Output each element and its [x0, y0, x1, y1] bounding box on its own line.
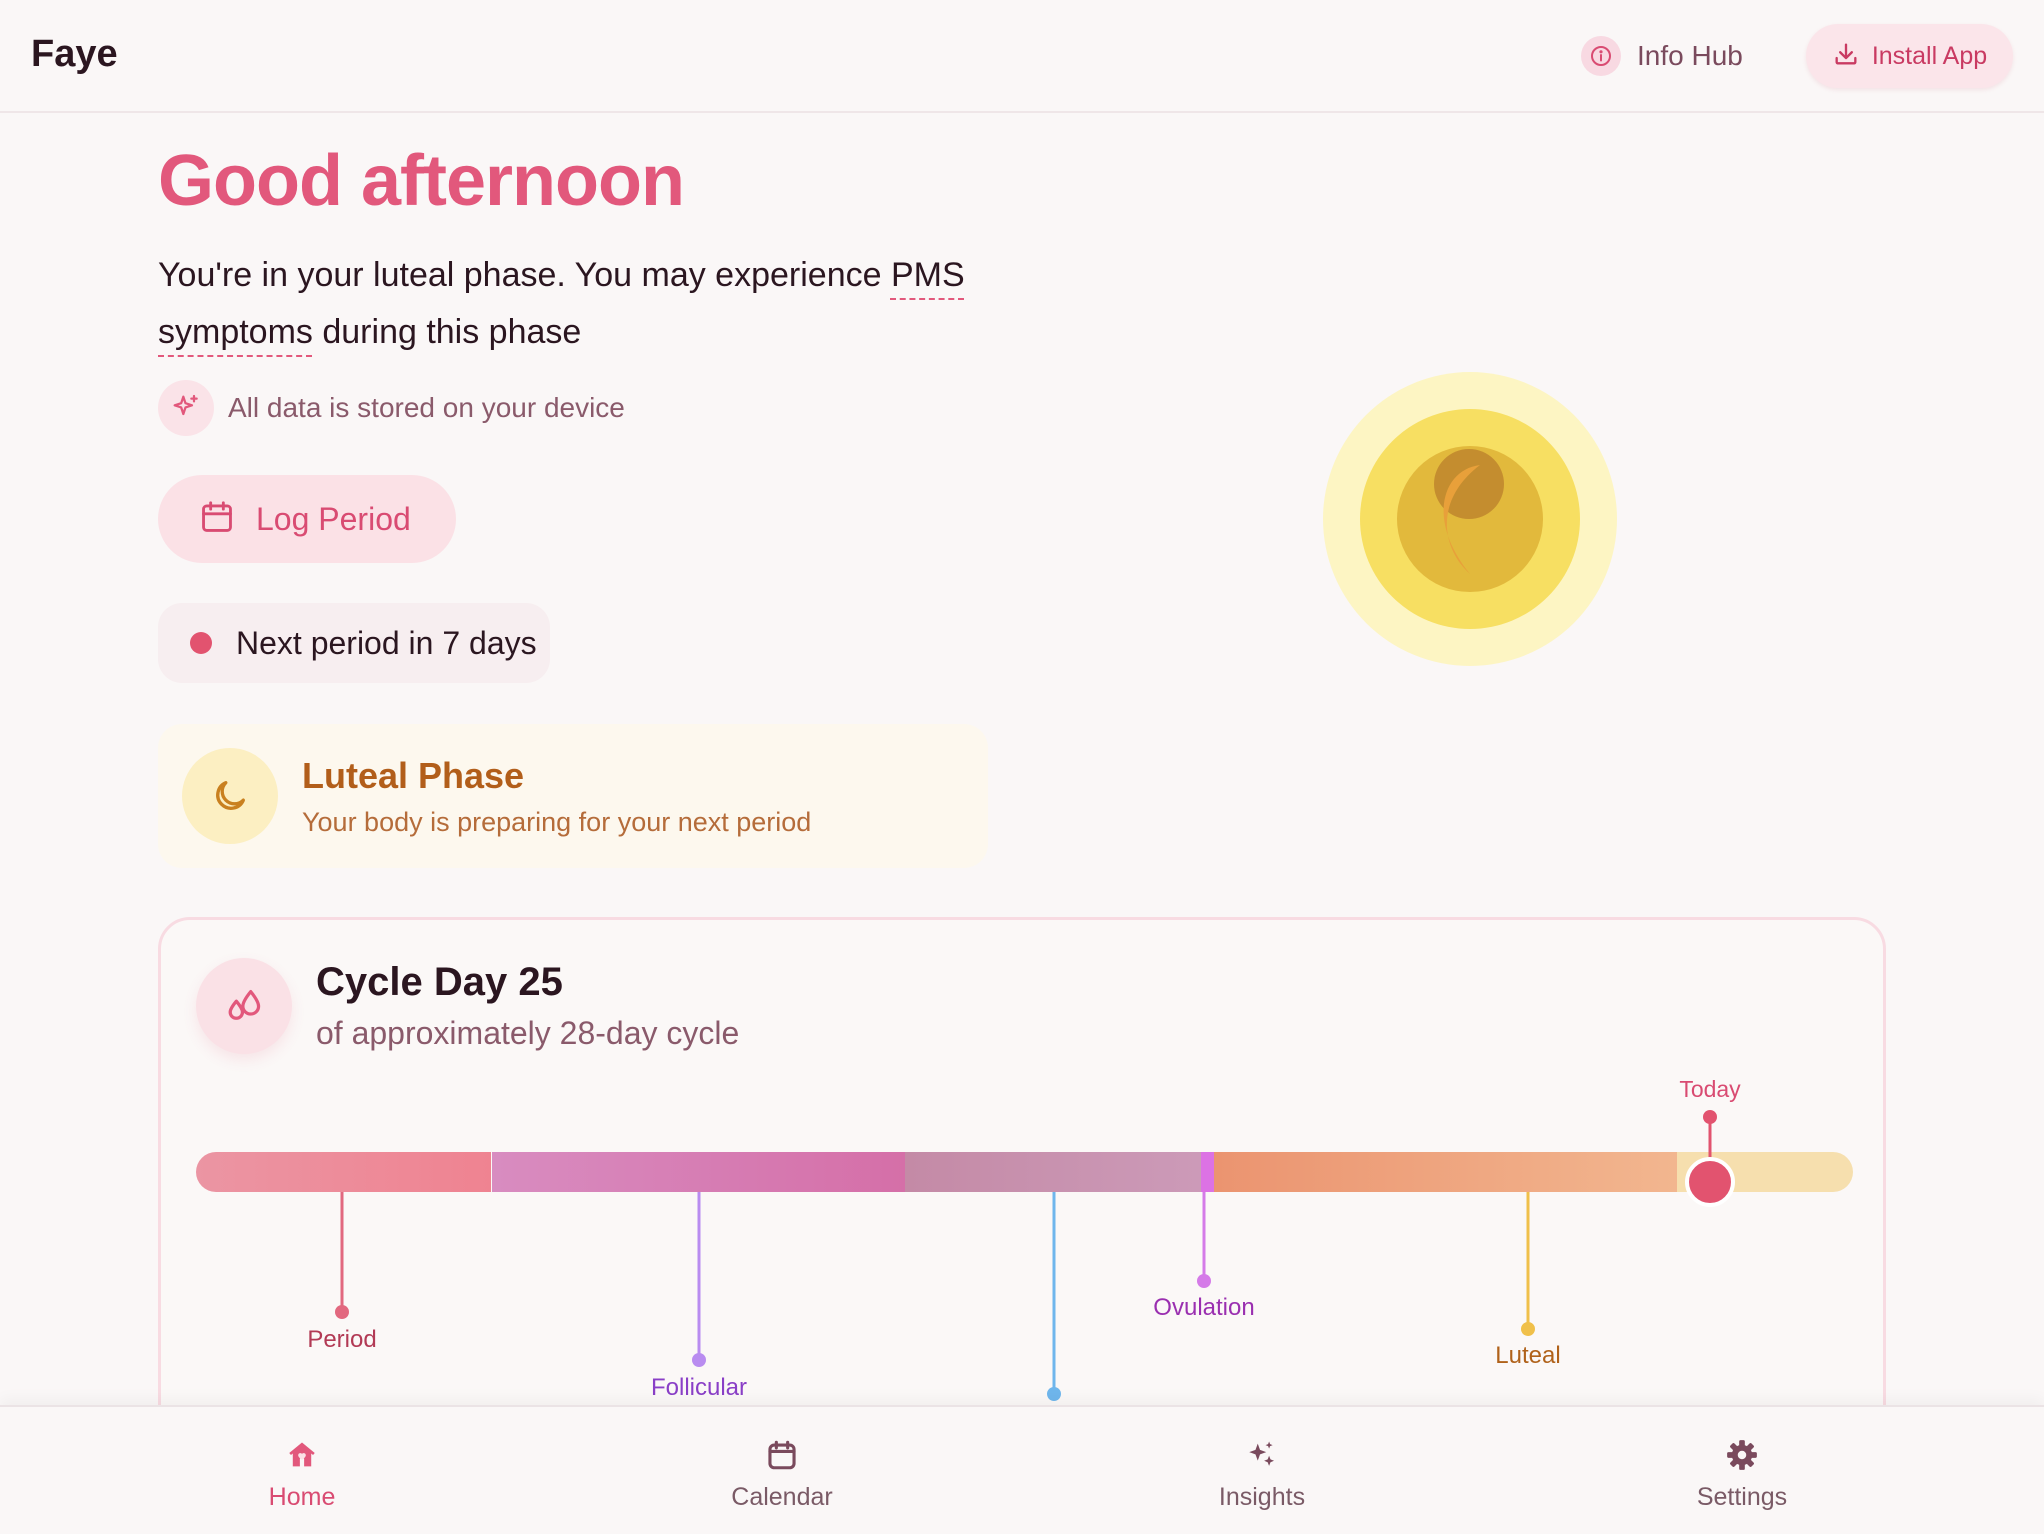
segment-luteal [1214, 1152, 1677, 1192]
marker-blue [1047, 1192, 1061, 1401]
marker-period: Period [307, 1192, 377, 1353]
nav-home[interactable]: Home [202, 1407, 402, 1534]
nav-settings[interactable]: Settings [1642, 1407, 1842, 1534]
phase-sun-illustration [1323, 372, 1617, 666]
download-icon [1832, 40, 1860, 73]
marker-ovulation: Ovulation [1153, 1192, 1255, 1321]
sparkles-icon [1245, 1437, 1279, 1473]
app-brand[interactable]: Faye [31, 33, 118, 75]
info-hub-button[interactable]: Info Hub [1581, 36, 1743, 76]
drops-icon [196, 958, 292, 1054]
phase-message-prefix: You're in your luteal phase. You may exp… [158, 256, 891, 294]
storage-note-text: All data is stored on your device [228, 392, 625, 423]
nav-calendar[interactable]: Calendar [682, 1407, 882, 1534]
marker-luteal-label: Luteal [1495, 1342, 1560, 1369]
sparkle-icon [158, 380, 214, 436]
home-icon [285, 1437, 319, 1473]
marker-follicular-label: Follicular [651, 1374, 747, 1401]
marker-period-label: Period [307, 1326, 376, 1353]
today-marker[interactable]: Today [1679, 1076, 1741, 1207]
log-period-label: Log Period [256, 500, 411, 537]
greeting-heading: Good afternoon [158, 141, 685, 221]
calendar-icon [198, 498, 236, 541]
top-bar: Faye Info Hub Install App [0, 0, 2044, 113]
segment-follicular [492, 1152, 905, 1192]
bottom-nav: Home Calendar Insights [0, 1405, 2044, 1534]
marker-follicular: Follicular [651, 1192, 747, 1401]
storage-note: All data is stored on your device [158, 380, 625, 436]
info-icon [1581, 36, 1621, 76]
gear-icon [1725, 1437, 1759, 1473]
marker-luteal: Luteal [1495, 1192, 1561, 1369]
segment-period [196, 1152, 491, 1192]
cycle-day-title: Cycle Day 25 [316, 960, 563, 1004]
nav-home-label: Home [268, 1483, 336, 1511]
nav-insights-label: Insights [1218, 1483, 1306, 1511]
next-period-text: Next period in 7 days [236, 624, 537, 661]
status-dot [190, 632, 212, 654]
install-app-button[interactable]: Install App [1806, 24, 2013, 88]
segment-ovulation [1201, 1152, 1214, 1192]
phase-card[interactable]: Luteal Phase Your body is preparing for … [158, 724, 988, 868]
today-label: Today [1679, 1076, 1741, 1102]
pms-symptoms-link[interactable]: PMS symptoms [158, 256, 965, 351]
cycle-bar [196, 1152, 1853, 1192]
nav-calendar-label: Calendar [731, 1483, 833, 1511]
moon-icon [182, 748, 278, 844]
cycle-length-subtitle: of approximately 28-day cycle [316, 1015, 740, 1051]
install-app-label: Install App [1871, 41, 1988, 70]
calendar-icon [765, 1437, 799, 1473]
nav-insights[interactable]: Insights [1162, 1407, 1362, 1534]
marker-ovulation-label: Ovulation [1153, 1294, 1254, 1321]
next-period-badge: Next period in 7 days [158, 603, 550, 683]
phase-message-suffix: during this phase [312, 313, 582, 351]
cycle-timeline: Period Follicular Ovulation Luteal [196, 1076, 1853, 1401]
segment-late-follicular [905, 1152, 1201, 1192]
phase-card-subtitle: Your body is preparing for your next per… [302, 806, 812, 837]
log-period-button[interactable]: Log Period [158, 475, 456, 563]
nav-settings-label: Settings [1696, 1483, 1788, 1511]
info-hub-label: Info Hub [1637, 40, 1743, 71]
phase-message: You're in your luteal phase. You may exp… [158, 247, 978, 361]
phase-card-title: Luteal Phase [302, 754, 525, 796]
